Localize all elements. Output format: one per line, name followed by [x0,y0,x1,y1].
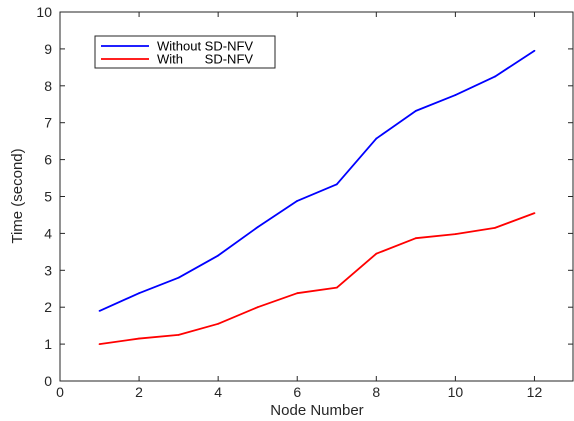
data-point [533,212,536,215]
data-point [256,226,259,229]
x-tick-label: 6 [293,384,301,400]
data-point [138,292,140,295]
x-tick-label: 8 [372,384,380,400]
y-tick-label: 3 [44,262,52,278]
x-tick-label: 12 [527,384,543,400]
data-point [375,252,378,255]
legend-box [94,35,276,69]
data-point [217,322,220,325]
data-point [494,226,496,229]
data-point [533,49,536,52]
data-point [494,75,496,78]
data-point [177,276,180,279]
data-point [177,333,180,336]
y-axis-label: Time (second) [9,148,26,243]
x-tick-label: 2 [135,384,143,400]
x-tick-label: 10 [448,384,464,400]
y-tick-label: 4 [44,225,52,241]
data-point [454,233,457,236]
y-tick-label: 2 [44,299,52,315]
y-tick-label: 6 [44,152,52,168]
series-line-1 [99,49,535,312]
y-tick-label: 7 [44,115,52,131]
x-tick-label: 0 [56,384,64,400]
x-axis: 0 2 4 6 8 10 12 [56,12,542,400]
data-point [296,292,299,295]
x-axis-label: Node Number [270,402,363,419]
y-tick-label: 8 [44,78,52,94]
data-point [335,286,338,289]
y-tick-label: 0 [44,373,52,389]
data-point [98,343,101,345]
legend-entry-1: Without SD-NFV [157,39,253,54]
data-point [335,183,338,186]
y-tick-label: 5 [44,189,52,205]
data-point [256,306,259,309]
x-tick-label: 4 [214,384,222,400]
series-line-2 [99,212,535,345]
data-point [217,254,220,257]
legend-entry-2: With SD-NFV [157,52,253,67]
data-point [414,237,417,240]
data-point [375,137,378,140]
data-point [296,200,299,202]
y-tick-label: 10 [36,4,52,20]
y-tick-label: 9 [44,41,52,57]
data-point [98,309,101,312]
series-layer [98,49,536,345]
data-point [454,94,457,96]
y-axis: 0 1 2 3 4 5 6 7 8 9 10 [36,4,573,389]
data-point [414,109,417,112]
y-tick-label: 1 [44,336,52,352]
data-point [138,337,140,340]
